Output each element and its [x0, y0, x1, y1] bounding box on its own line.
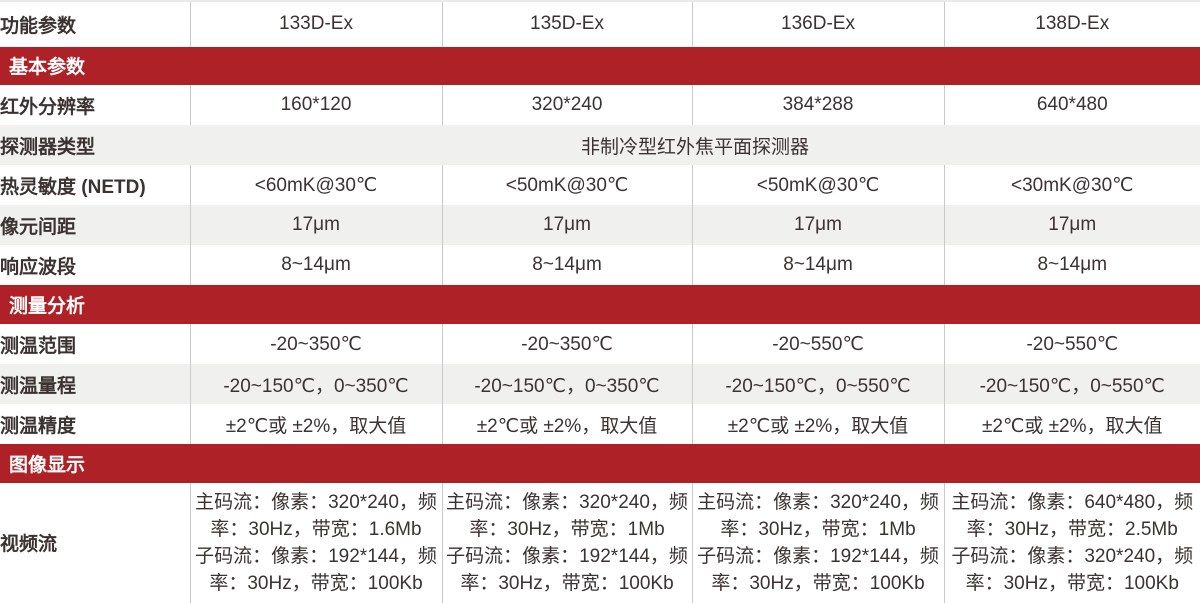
cell-value: <50mK@30℃: [441, 165, 692, 206]
cell-value: ±2℃或 ±2%，取大值: [189, 404, 442, 445]
model-header-136d-ex: 136D-Ex: [691, 1, 944, 47]
table-row-temp-range: 测温范围 -20~350℃ -20~350℃ -20~550℃ -20~550℃: [0, 324, 1200, 365]
row-label: 测温精度: [0, 415, 77, 437]
row-label: 像元间距: [0, 205, 190, 246]
cell-value: -20~350℃: [189, 324, 442, 365]
cell-value: -20~150℃，0~550℃: [691, 364, 944, 405]
cell-value: -20~150℃，0~350℃: [441, 364, 692, 405]
cell-value: 8~14μm: [943, 245, 1200, 286]
section-header-image-display: 图像显示: [0, 444, 1200, 483]
cell-video-stream: 主码流：像素：640*480，频率：30Hz，带宽：2.5Mb 子码流：像素：3…: [943, 482, 1200, 603]
cell-value: 17μm: [189, 205, 442, 246]
cell-value: 17μm: [691, 205, 944, 246]
table-row-ir-resolution: 红外分辨率 160*120 320*240 384*288 640*480: [0, 85, 1200, 126]
cell-value: -20~350℃: [441, 324, 692, 365]
table-row-video-stream: 视频流 主码流：像素：320*240，频率：30Hz，带宽：1.6Mb 子码流：…: [0, 482, 1200, 603]
cell-value: 160*120: [189, 85, 442, 126]
table-row-pixel-pitch: 像元间距 17μm 17μm 17μm 17μm: [0, 205, 1200, 246]
row-label: 热灵敏度 (NETD): [0, 176, 146, 198]
cell-value: <60mK@30℃: [189, 165, 442, 206]
table-header-row: 功能参数 133D-Ex 135D-Ex 136D-Ex 138D-Ex: [0, 1, 1200, 47]
model-header-135d-ex: 135D-Ex: [441, 1, 692, 47]
section-title: 测量分析: [0, 285, 1200, 325]
cell-value: 17μm: [441, 205, 692, 246]
cell-value: 8~14μm: [691, 245, 944, 286]
cell-value: ±2℃或 ±2%，取大值: [943, 404, 1200, 445]
section-header-basic-params: 基本参数: [0, 46, 1200, 86]
section-title: 图像显示: [0, 444, 1200, 483]
cell-value: ±2℃或 ±2%，取大值: [441, 404, 692, 445]
row-label: 视频流: [0, 534, 58, 556]
row-label: 测温量程: [0, 364, 190, 405]
cell-value: 17μm: [943, 205, 1200, 246]
cell-value: 8~14μm: [189, 245, 442, 286]
row-label: 测温范围: [0, 335, 77, 357]
table-row-spectral-band: 响应波段 8~14μm 8~14μm 8~14μm 8~14μm: [0, 245, 1200, 286]
row-label: 探测器类型: [0, 125, 190, 166]
table-row-netd: 热灵敏度 (NETD) <60mK@30℃ <50mK@30℃ <50mK@30…: [0, 165, 1200, 206]
model-header-133d-ex: 133D-Ex: [189, 1, 442, 47]
model-header-138d-ex: 138D-Ex: [943, 1, 1200, 47]
row-label: 红外分辨率: [0, 96, 96, 118]
cell-value: -20~550℃: [691, 324, 944, 365]
row-label: 响应波段: [0, 256, 77, 278]
cell-value: <50mK@30℃: [691, 165, 944, 206]
cell-value: 640*480: [943, 85, 1200, 126]
cell-value: -20~550℃: [943, 324, 1200, 365]
section-header-measurement: 测量分析: [0, 285, 1200, 325]
cell-value: 8~14μm: [441, 245, 692, 286]
table-row-detector-type: 探测器类型 非制冷型红外焦平面探测器: [0, 125, 1200, 166]
table-row-temp-spans: 测温量程 -20~150℃，0~350℃ -20~150℃，0~350℃ -20…: [0, 364, 1200, 405]
cell-value: ±2℃或 ±2%，取大值: [691, 404, 944, 445]
cell-value: -20~150℃，0~350℃: [189, 364, 442, 405]
cell-value: <30mK@30℃: [943, 165, 1200, 206]
section-title: 基本参数: [0, 46, 1200, 86]
cell-value: -20~150℃，0~550℃: [943, 364, 1200, 405]
cell-video-stream: 主码流：像素：320*240，频率：30Hz，带宽：1Mb 子码流：像素：192…: [691, 482, 944, 603]
cell-video-stream: 主码流：像素：320*240，频率：30Hz，带宽：1Mb 子码流：像素：192…: [441, 482, 692, 603]
cell-value: 384*288: [691, 85, 944, 126]
header-label: 功能参数: [0, 15, 77, 37]
cell-span-value: 非制冷型红外焦平面探测器: [190, 125, 1200, 166]
table-row-temp-accuracy: 测温精度 ±2℃或 ±2%，取大值 ±2℃或 ±2%，取大值 ±2℃或 ±2%，…: [0, 404, 1200, 445]
cell-value: 320*240: [441, 85, 692, 126]
cell-video-stream: 主码流：像素：320*240，频率：30Hz，带宽：1.6Mb 子码流：像素：1…: [189, 482, 442, 603]
